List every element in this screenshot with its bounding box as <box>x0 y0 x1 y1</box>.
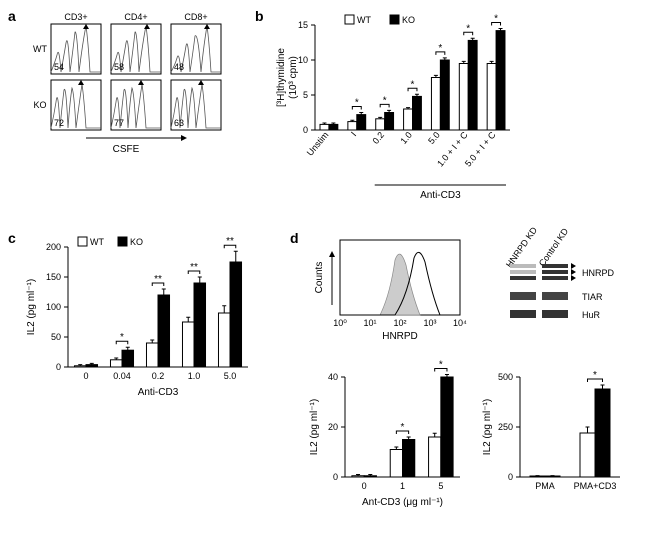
svg-text:0.2: 0.2 <box>152 371 165 381</box>
svg-text:0.04: 0.04 <box>113 371 131 381</box>
svg-text:1.0: 1.0 <box>188 371 201 381</box>
svg-text:1: 1 <box>400 481 405 491</box>
svg-text:*: * <box>120 332 124 343</box>
svg-text:10⁴: 10⁴ <box>453 318 467 328</box>
svg-text:Counts: Counts <box>314 262 325 294</box>
panel-b: 051015WTKOUnstim*I*0.2*1.0*5.0*1.0 + I +… <box>270 10 540 208</box>
val-a-11: 77 <box>114 118 124 128</box>
svg-text:10⁰: 10⁰ <box>333 318 347 328</box>
svg-text:5: 5 <box>438 481 443 491</box>
svg-text:Unstim: Unstim <box>305 130 331 158</box>
svg-text:IL2 (pg ml⁻¹): IL2 (pg ml⁻¹) <box>482 399 493 455</box>
svg-text:PMA+CD3: PMA+CD3 <box>574 481 617 491</box>
svg-text:10³: 10³ <box>423 318 436 328</box>
col-cd3: CD3+ <box>64 12 87 22</box>
svg-text:Control KD: Control KD <box>537 226 571 268</box>
val-a-02: 48 <box>174 62 184 72</box>
svg-text:10¹: 10¹ <box>363 318 376 328</box>
val-a-12: 63 <box>174 118 184 128</box>
svg-text:5: 5 <box>303 90 308 100</box>
svg-text:*: * <box>401 422 405 433</box>
col-cd8: CD8+ <box>184 12 207 22</box>
row-wt: WT <box>33 44 47 54</box>
svg-text:15: 15 <box>298 20 308 30</box>
svg-text:IL2 (pg ml⁻¹): IL2 (pg ml⁻¹) <box>26 279 37 335</box>
val-a-01: 58 <box>114 62 124 72</box>
panel-b-label: b <box>255 8 264 24</box>
svg-text:*: * <box>383 95 387 106</box>
val-a-00: 54 <box>54 62 64 72</box>
svg-text:250: 250 <box>498 422 513 432</box>
svg-text:1.0: 1.0 <box>398 130 414 146</box>
svg-text:**: ** <box>190 262 198 273</box>
col-cd4: CD4+ <box>124 12 147 22</box>
svg-text:KO: KO <box>130 237 143 247</box>
svg-text:5.0: 5.0 <box>426 130 442 146</box>
svg-text:*: * <box>494 14 498 25</box>
svg-text:0: 0 <box>333 472 338 482</box>
svg-text:*: * <box>355 98 359 109</box>
svg-text:**: ** <box>226 236 234 247</box>
svg-text:10: 10 <box>298 55 308 65</box>
svg-text:150: 150 <box>46 272 61 282</box>
svg-text:*: * <box>411 79 415 90</box>
svg-text:5.0: 5.0 <box>224 371 237 381</box>
svg-text:500: 500 <box>498 372 513 382</box>
svg-text:Anti-CD3: Anti-CD3 <box>420 190 461 201</box>
svg-text:[³H]thymidine: [³H]thymidine <box>276 48 287 107</box>
svg-text:0: 0 <box>508 472 513 482</box>
svg-text:200: 200 <box>46 242 61 252</box>
svg-text:50: 50 <box>51 332 61 342</box>
panel-c-label: c <box>8 230 16 246</box>
svg-text:0.2: 0.2 <box>370 130 386 146</box>
svg-text:TIAR: TIAR <box>582 292 603 302</box>
svg-text:*: * <box>439 360 443 371</box>
svg-text:0: 0 <box>303 125 308 135</box>
svg-text:HNRPD KD: HNRPD KD <box>504 225 539 270</box>
svg-text:0: 0 <box>362 481 367 491</box>
cfse-grid: 54 58 48 72 77 63 <box>51 24 221 130</box>
svg-text:PMA: PMA <box>535 481 555 491</box>
svg-text:10²: 10² <box>393 318 406 328</box>
svg-text:HuR: HuR <box>582 310 601 320</box>
svg-text:0: 0 <box>83 371 88 381</box>
svg-text:I: I <box>349 130 358 138</box>
svg-text:100: 100 <box>46 302 61 312</box>
svg-text:(10³ cpm): (10³ cpm) <box>288 56 299 99</box>
svg-text:**: ** <box>154 274 162 285</box>
svg-text:*: * <box>593 370 597 381</box>
svg-text:HNRPD: HNRPD <box>582 268 615 278</box>
svg-text:0: 0 <box>56 362 61 372</box>
svg-text:Anti-CD3: Anti-CD3 <box>138 387 179 398</box>
svg-text:HNRPD: HNRPD <box>382 331 418 342</box>
cfse-label: CSFE <box>113 144 140 155</box>
panel-a: CD3+ CD4+ CD8+ WT KO 54 58 48 72 77 63 C… <box>26 10 226 158</box>
val-a-10: 72 <box>54 118 64 128</box>
panel-d: 10⁰10¹10²10³10⁴HNRPDCountsHNRPD KDContro… <box>310 232 640 545</box>
svg-text:WT: WT <box>90 237 104 247</box>
svg-text:IL2 (pg ml⁻¹): IL2 (pg ml⁻¹) <box>309 399 320 455</box>
svg-text:KO: KO <box>402 15 415 25</box>
panel-d-label: d <box>290 230 299 246</box>
row-ko: KO <box>33 100 46 110</box>
panel-a-label: a <box>8 8 16 24</box>
svg-text:*: * <box>466 23 470 34</box>
svg-text:WT: WT <box>357 15 371 25</box>
svg-text:*: * <box>438 43 442 54</box>
svg-text:40: 40 <box>328 372 338 382</box>
svg-text:20: 20 <box>328 422 338 432</box>
svg-text:Ant-CD3 (μg ml⁻¹): Ant-CD3 (μg ml⁻¹) <box>362 497 443 508</box>
panel-c: 0 50 100 150 200 WT KO 0 * 0.04 ** 0.2 ** 1.0 ** 5.0 Ant… <box>20 232 270 410</box>
